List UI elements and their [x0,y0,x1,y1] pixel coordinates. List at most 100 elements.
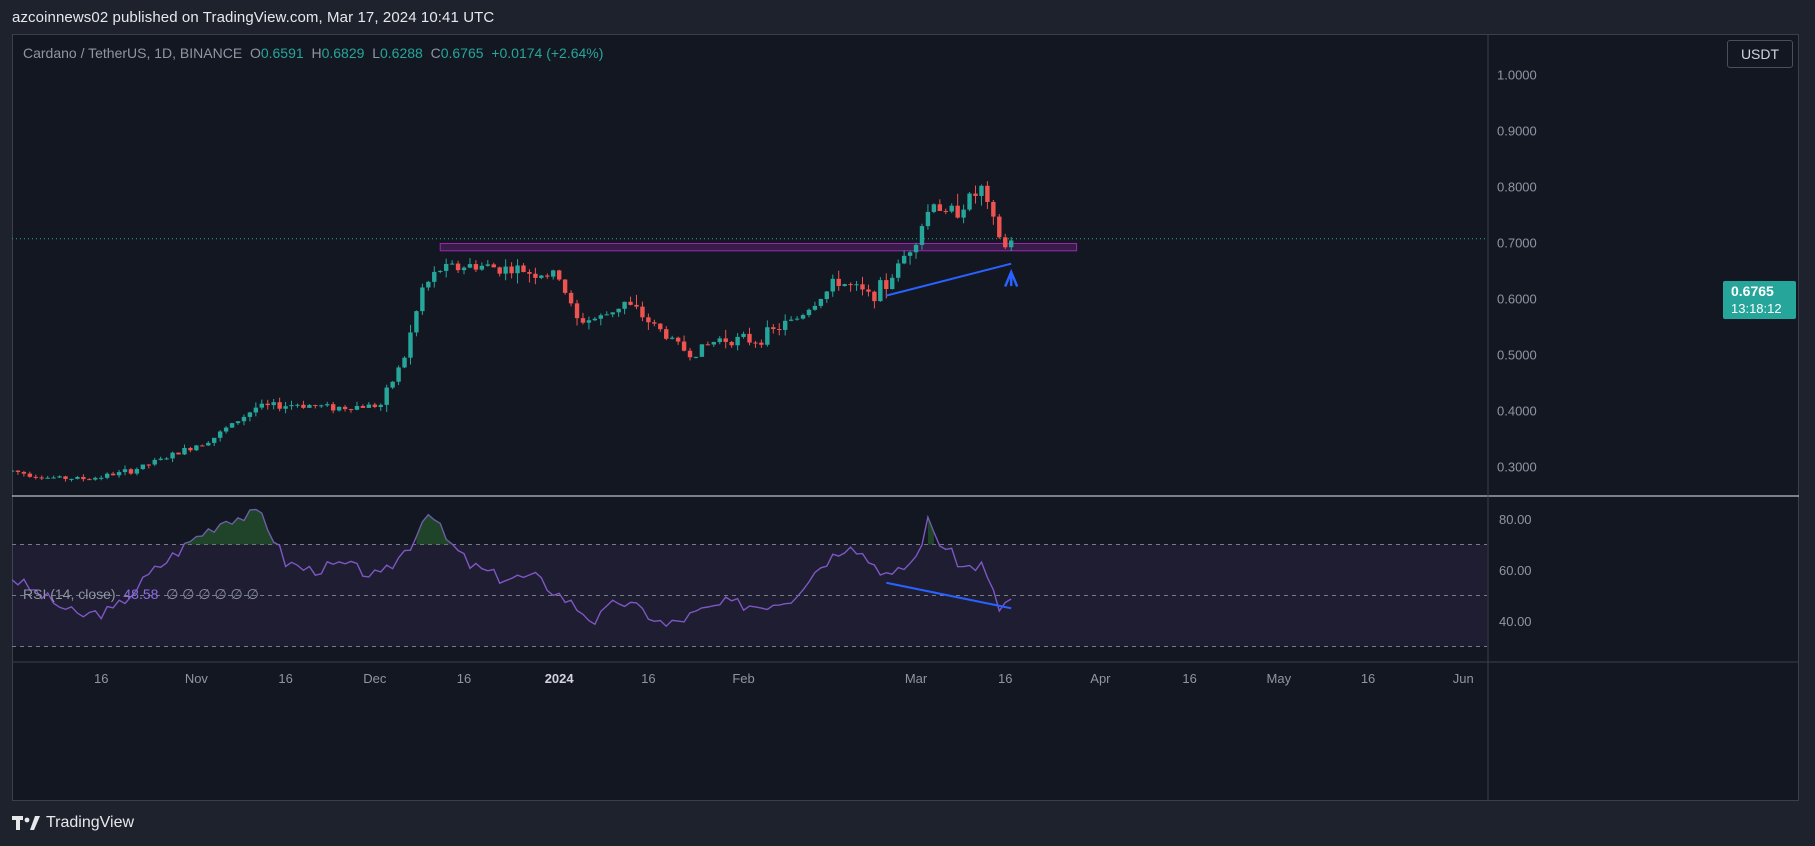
candle-body [372,404,378,407]
price-chart[interactable]: 1.0000 0.9000 0.8000 0.7000 0.6000 0.5000 0.40… [12,34,1799,801]
candle-body [854,284,859,286]
candle-body [12,470,15,472]
rsi-tick-label: 80.00 [1499,512,1532,527]
candle-body [943,211,948,213]
candle-body [895,263,901,278]
candle-body [901,255,907,264]
candle-body [592,318,598,321]
candle-body [568,292,574,304]
candle-body [158,458,163,460]
candle-body [152,459,157,465]
price-tick-label: 1.0000 [1497,68,1537,83]
candle-body [777,329,782,331]
candle-body [432,271,437,282]
candle-body [15,470,21,472]
candle-body [81,477,86,480]
candle-body [330,404,336,411]
candle-body [967,193,972,210]
publish-info: azcoinnews02 published on TradingView.co… [12,9,495,26]
candle-body [949,205,954,212]
candle-body [937,204,943,212]
time-tick-label: 2024 [545,671,575,686]
candle-body [69,478,74,480]
candle-body [313,405,318,407]
candle-body [604,314,609,316]
candle-body [598,315,604,319]
candle-body [782,320,788,330]
close-value: 0.6765 [440,45,484,61]
time-tick-label: 16 [94,671,108,686]
candle-body [443,263,449,271]
candle-body [438,270,443,272]
candle-body [723,338,728,342]
candle-body [521,265,526,273]
chart-frame[interactable] [12,34,1799,801]
rsi-overbought-fill [416,514,453,545]
time-tick-label: 16 [1182,671,1196,686]
candle-body [188,447,193,451]
resistance-zone[interactable] [439,243,1078,252]
price-tick-label: 0.4000 [1497,404,1537,419]
candle-body [628,301,633,305]
candle-body [652,322,657,324]
symbol-legend: Cardano / TetherUS, 1D, BINANCE O0.6591 … [23,45,603,61]
candle-body [884,280,889,290]
candle-body [509,266,514,274]
time-tick-label: Dec [363,671,387,686]
candle-body [961,209,966,218]
footer[interactable]: TradingView [12,814,134,832]
candle-body [658,323,663,330]
candle-body [420,287,425,312]
candle-body [206,442,211,446]
candle-body [842,284,847,286]
candle-body [973,193,978,196]
candle-body [640,306,645,318]
close-label: C [430,45,441,61]
candle-body [741,333,746,337]
candle-body [408,332,413,358]
candle-body [485,264,491,266]
time-tick-label: Apr [1090,671,1111,686]
candle-body [247,412,253,417]
candle-body [1003,237,1008,248]
time-tick-label: 16 [1361,671,1375,686]
candle-body [414,311,419,333]
candle-body [771,327,776,330]
time-tick-label: 16 [278,671,292,686]
candle-body [907,252,913,256]
candle-body [265,403,270,406]
rsi-label: RSI (14, close) [23,586,116,602]
rsi-tick-label: 40.00 [1499,614,1532,629]
candle-body [551,270,556,277]
candle-body [354,406,360,410]
candle-body [985,185,990,202]
candle-body [818,299,824,306]
candle-body [176,452,181,455]
candle-body [390,381,395,388]
candle-body [735,336,740,346]
candle-body [307,405,312,408]
candle-body [426,281,431,288]
candle-body [794,318,800,320]
candle-body [217,431,223,438]
candle-body [253,407,259,413]
candle-body [878,280,883,302]
candle-body [1008,240,1014,248]
currency-button[interactable]: USDT [1727,40,1793,68]
candle-body [461,267,467,271]
candle-body [277,402,282,409]
price-tick-label: 0.9000 [1497,124,1537,139]
time-tick-label: May [1267,671,1292,686]
annotations-layer[interactable] [886,262,1019,610]
candle-body [699,344,705,357]
tradingview-logo-icon [12,816,40,830]
rsi-value: 48.58 [123,586,159,602]
rsi-trendline [886,581,1012,610]
candle-body [241,416,247,422]
candle-body [997,216,1002,238]
price-tick-label: 0.3000 [1497,460,1537,475]
candle-body [200,445,205,447]
time-tick-label: Mar [905,671,928,686]
candle-body [336,406,342,411]
candle-body [325,404,330,406]
